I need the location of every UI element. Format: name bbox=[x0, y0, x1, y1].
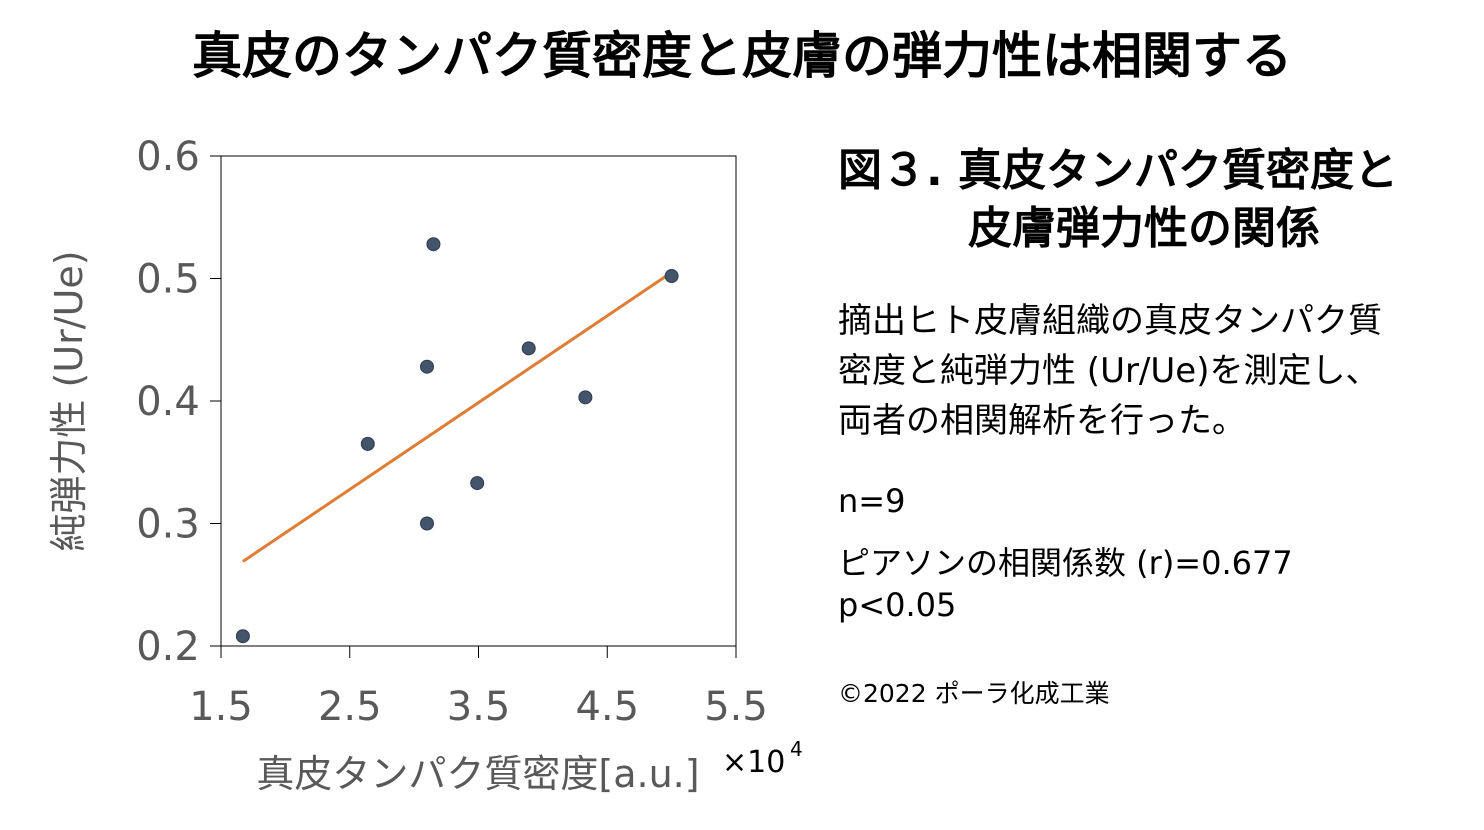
figure-caption-line2: 皮膚弾力性の関係 bbox=[968, 203, 1320, 254]
data-point bbox=[521, 341, 536, 356]
data-point bbox=[426, 237, 441, 252]
data-points-layer bbox=[235, 237, 679, 644]
figure-description: 摘出ヒト皮膚組織の真皮タンパク質 密度と純弾力性 (Ur/Ue)を測定し、 両者… bbox=[838, 296, 1382, 446]
data-point bbox=[578, 390, 593, 405]
page-title: 真皮のタンパク質密度と皮膚の弾力性は相関する bbox=[192, 27, 1292, 85]
y-tick-label: 0.3 bbox=[136, 502, 200, 548]
data-point bbox=[420, 359, 434, 374]
data-point bbox=[470, 476, 485, 491]
x-axis-multiplier: ×10 bbox=[722, 745, 785, 780]
x-tick-label: 4.5 bbox=[575, 684, 639, 730]
y-axis-title: 純弾力性 (Ur/Ue) bbox=[47, 250, 91, 551]
pearson-coefficient: ピアソンの相関係数 (r)=0.677 bbox=[838, 544, 1293, 582]
chart-labels-layer: 0.2 0.3 0.4 0.5 0.6 1.5 2.5 3.5 4.5 5.5真皮タンパク質密度[… bbox=[47, 134, 803, 796]
x-tick-label: 5.5 bbox=[704, 684, 768, 730]
x-axis-multiplier-exponent: 4 bbox=[790, 737, 803, 761]
data-point bbox=[664, 269, 679, 284]
x-tick-label: 3.5 bbox=[447, 684, 511, 730]
description-line: 摘出ヒト皮膚組織の真皮タンパク質 bbox=[838, 301, 1382, 341]
x-axis-title: 真皮タンパク質密度[a.u.] bbox=[256, 752, 699, 796]
y-tick-label: 0.6 bbox=[136, 134, 200, 180]
figure-caption-line1: 図３. 真皮タンパク質密度と bbox=[838, 145, 1399, 196]
copyright-notice: ©2022 ポーラ化成工業 bbox=[838, 679, 1110, 708]
data-point bbox=[420, 516, 434, 531]
trendline-layer bbox=[242, 271, 673, 563]
trendline bbox=[242, 271, 673, 563]
y-tick-label: 0.2 bbox=[136, 624, 200, 670]
data-point bbox=[235, 629, 250, 644]
data-point bbox=[360, 436, 375, 451]
description-line: 両者の相関解析を行った。 bbox=[838, 401, 1246, 441]
sample-size: n=9 bbox=[838, 482, 906, 520]
y-tick-label: 0.4 bbox=[136, 379, 200, 425]
p-value: p<0.05 bbox=[838, 586, 957, 624]
y-tick-label: 0.5 bbox=[136, 257, 200, 303]
figure-caption: 図３. 真皮タンパク質密度と 皮膚弾力性の関係 bbox=[838, 142, 1398, 258]
x-tick-label: 1.5 bbox=[189, 684, 253, 730]
x-tick-label: 2.5 bbox=[318, 684, 382, 730]
description-line: 密度と純弾力性 (Ur/Ue)を測定し、 bbox=[838, 351, 1380, 391]
chart-axes bbox=[210, 155, 737, 658]
